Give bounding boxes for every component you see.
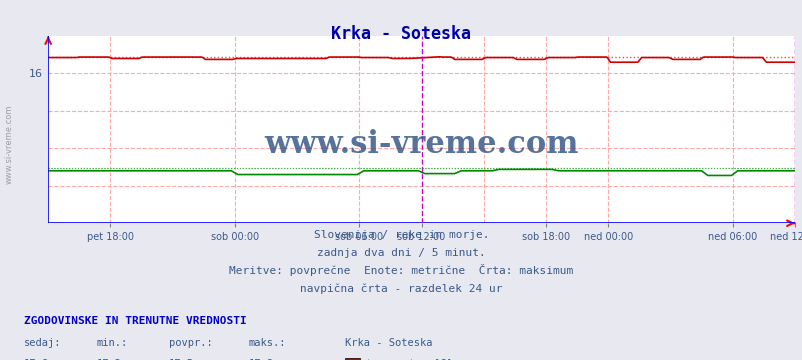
Text: Krka - Soteska: Krka - Soteska [345, 338, 432, 348]
Text: sedaj:: sedaj: [24, 338, 62, 348]
Text: 17,2: 17,2 [96, 359, 121, 360]
Text: navpična črta - razdelek 24 ur: navpična črta - razdelek 24 ur [300, 283, 502, 294]
Text: Slovenija / reke in morje.: Slovenija / reke in morje. [314, 230, 488, 240]
Text: temperatura[C]: temperatura[C] [365, 359, 452, 360]
Text: maks.:: maks.: [249, 338, 286, 348]
Text: www.si-vreme.com: www.si-vreme.com [5, 104, 14, 184]
Text: Krka - Soteska: Krka - Soteska [331, 25, 471, 43]
Text: Meritve: povprečne  Enote: metrične  Črta: maksimum: Meritve: povprečne Enote: metrične Črta:… [229, 264, 573, 276]
Text: www.si-vreme.com: www.si-vreme.com [264, 129, 578, 160]
Text: povpr.:: povpr.: [168, 338, 212, 348]
Text: 17,6: 17,6 [24, 359, 49, 360]
Text: zadnja dva dni / 5 minut.: zadnja dva dni / 5 minut. [317, 248, 485, 258]
Text: 17,5: 17,5 [168, 359, 193, 360]
Text: min.:: min.: [96, 338, 128, 348]
Text: 17,8: 17,8 [249, 359, 273, 360]
Text: ZGODOVINSKE IN TRENUTNE VREDNOSTI: ZGODOVINSKE IN TRENUTNE VREDNOSTI [24, 316, 246, 326]
